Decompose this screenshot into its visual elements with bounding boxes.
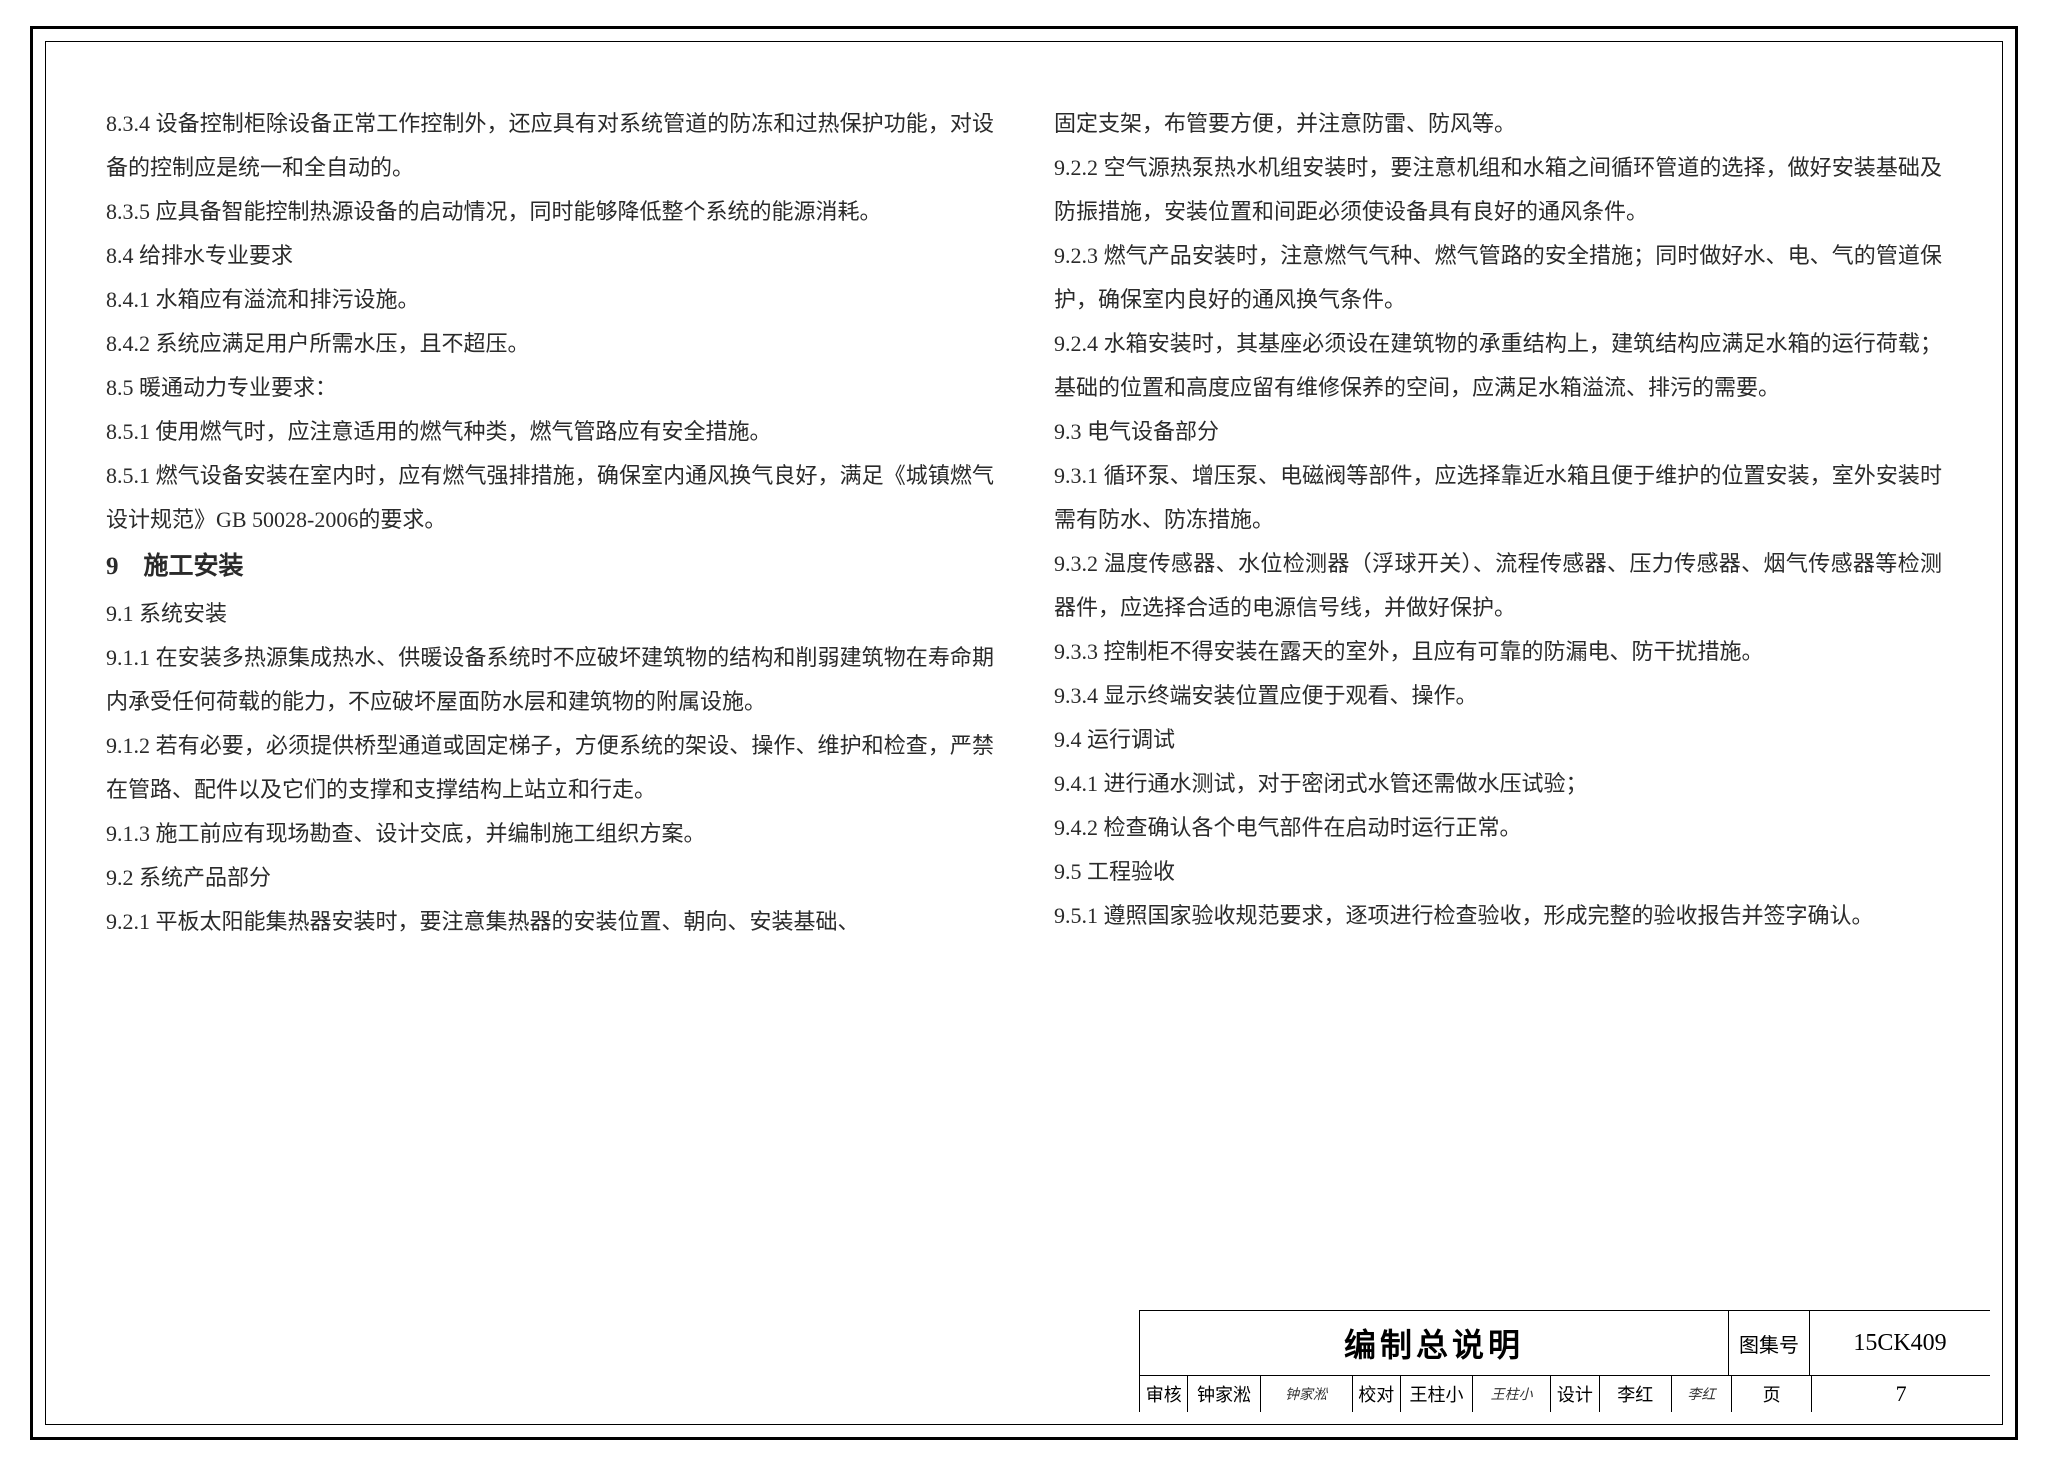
drawing-title: 编制总说明 <box>1140 1311 1729 1375</box>
para: 9.1.3 施工前应有现场勘查、设计交底，并编制施工组织方案。 <box>106 812 994 856</box>
shenhe-label: 审核 <box>1140 1376 1188 1412</box>
jiaodui-signature: 王柱小 <box>1473 1376 1551 1412</box>
page-number: 7 <box>1812 1376 1990 1412</box>
para: 9.2.1 平板太阳能集热器安装时，要注意集热器的安装位置、朝向、安装基础、 <box>106 900 994 944</box>
para: 9.3.3 控制柜不得安装在露天的室外，且应有可靠的防漏电、防干扰措施。 <box>1054 630 1942 674</box>
titleblock-row1: 编制总说明 图集号 15CK409 <box>1140 1311 1990 1376</box>
two-column-content: 8.3.4 设备控制柜除设备正常工作控制外，还应具有对系统管道的防冻和过热保护功… <box>106 102 1942 1404</box>
code-value: 15CK409 <box>1810 1311 1990 1375</box>
para: 8.5.1 燃气设备安装在室内时，应有燃气强排措施，确保室内通风换气良好，满足《… <box>106 454 994 542</box>
sheji-label: 设计 <box>1551 1376 1599 1412</box>
para: 8.5 暖通动力专业要求： <box>106 366 994 410</box>
para: 9.4.2 检查确认各个电气部件在启动时运行正常。 <box>1054 806 1942 850</box>
shenhe-name: 钟家淞 <box>1188 1376 1260 1412</box>
para: 8.4.1 水箱应有溢流和排污设施。 <box>106 278 994 322</box>
page-label: 页 <box>1732 1376 1812 1412</box>
section-title-9: 9 施工安装 <box>106 542 994 592</box>
para: 8.3.4 设备控制柜除设备正常工作控制外，还应具有对系统管道的防冻和过热保护功… <box>106 102 994 190</box>
titleblock-row2: 审核 钟家淞 钟家淞 校对 王柱小 王柱小 设计 李红 李红 页 7 <box>1140 1376 1990 1412</box>
para: 9.3.2 温度传感器、水位检测器（浮球开关）、流程传感器、压力传感器、烟气传感… <box>1054 542 1942 630</box>
outer-border: 8.3.4 设备控制柜除设备正常工作控制外，还应具有对系统管道的防冻和过热保护功… <box>30 26 2018 1440</box>
right-column: 固定支架，布管要方便，并注意防雷、防风等。 9.2.2 空气源热泵热水机组安装时… <box>1054 102 1942 1404</box>
para: 9.3.1 循环泵、增压泵、电磁阀等部件，应选择靠近水箱且便于维护的位置安装，室… <box>1054 454 1942 542</box>
para: 9.2 系统产品部分 <box>106 856 994 900</box>
para: 9.3 电气设备部分 <box>1054 410 1942 454</box>
jiaodui-label: 校对 <box>1353 1376 1401 1412</box>
code-label: 图集号 <box>1729 1311 1810 1375</box>
sheji-name: 李红 <box>1600 1376 1672 1412</box>
para: 8.4.2 系统应满足用户所需水压，且不超压。 <box>106 322 994 366</box>
para: 9.3.4 显示终端安装位置应便于观看、操作。 <box>1054 674 1942 718</box>
para: 9.2.3 燃气产品安装时，注意燃气气种、燃气管路的安全措施；同时做好水、电、气… <box>1054 234 1942 322</box>
shenhe-signature: 钟家淞 <box>1261 1376 1353 1412</box>
para: 9.4 运行调试 <box>1054 718 1942 762</box>
drawing-page: 8.3.4 设备控制柜除设备正常工作控制外，还应具有对系统管道的防冻和过热保护功… <box>0 0 2048 1466</box>
para: 8.5.1 使用燃气时，应注意适用的燃气种类，燃气管路应有安全措施。 <box>106 410 994 454</box>
para: 8.3.5 应具备智能控制热源设备的启动情况，同时能够降低整个系统的能源消耗。 <box>106 190 994 234</box>
sheji-signature: 李红 <box>1672 1376 1732 1412</box>
para: 8.4 给排水专业要求 <box>106 234 994 278</box>
para: 9.2.4 水箱安装时，其基座必须设在建筑物的承重结构上，建筑结构应满足水箱的运… <box>1054 322 1942 410</box>
para: 9.1.1 在安装多热源集成热水、供暖设备系统时不应破坏建筑物的结构和削弱建筑物… <box>106 636 994 724</box>
para: 9.1 系统安装 <box>106 592 994 636</box>
para: 9.5 工程验收 <box>1054 850 1942 894</box>
para: 9.1.2 若有必要，必须提供桥型通道或固定梯子，方便系统的架设、操作、维护和检… <box>106 724 994 812</box>
title-block: 编制总说明 图集号 15CK409 审核 钟家淞 钟家淞 校对 王柱小 王柱小 … <box>1139 1310 1990 1412</box>
para: 9.5.1 遵照国家验收规范要求，逐项进行检查验收，形成完整的验收报告并签字确认… <box>1054 894 1942 938</box>
para: 9.2.2 空气源热泵热水机组安装时，要注意机组和水箱之间循环管道的选择，做好安… <box>1054 146 1942 234</box>
left-column: 8.3.4 设备控制柜除设备正常工作控制外，还应具有对系统管道的防冻和过热保护功… <box>106 102 994 1404</box>
para: 9.4.1 进行通水测试，对于密闭式水管还需做水压试验； <box>1054 762 1942 806</box>
jiaodui-name: 王柱小 <box>1401 1376 1473 1412</box>
para: 固定支架，布管要方便，并注意防雷、防风等。 <box>1054 102 1942 146</box>
inner-border: 8.3.4 设备控制柜除设备正常工作控制外，还应具有对系统管道的防冻和过热保护功… <box>45 41 2003 1425</box>
